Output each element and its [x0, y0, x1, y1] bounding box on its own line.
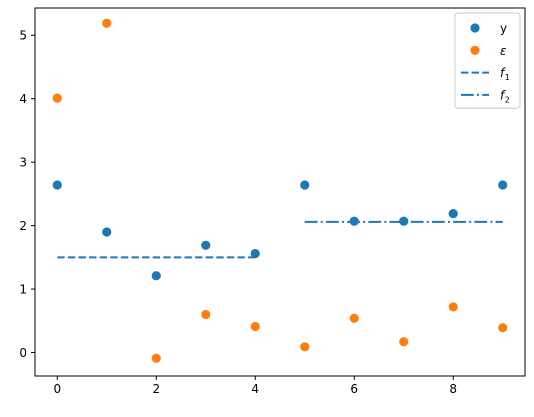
- legend-label-0: y: [500, 22, 507, 36]
- y-tick-label-2: 2: [19, 219, 27, 233]
- data-point-1-8: [448, 302, 458, 312]
- legend-box: [454, 12, 521, 109]
- data-point-1-3: [201, 309, 211, 320]
- legend-label-1: ε: [500, 44, 507, 58]
- x-tick-label-1: 2: [152, 382, 160, 396]
- y-tick-label-3: 3: [19, 155, 27, 169]
- data-point-1-7: [399, 337, 409, 347]
- data-point-0-3: [201, 240, 211, 250]
- axes-frame: [34, 7, 526, 377]
- data-point-0-0: [52, 180, 62, 190]
- x-tick-label-0: 0: [53, 382, 61, 396]
- data-point-0-4: [250, 248, 260, 259]
- y-tick-label-4: 4: [19, 92, 27, 106]
- data-point-0-6: [349, 216, 359, 226]
- data-point-1-2: [151, 353, 161, 363]
- legend-marker-0: [470, 23, 480, 33]
- data-point-0-8: [448, 208, 458, 219]
- data-point-1-0: [52, 93, 62, 103]
- data-point-1-9: [498, 323, 508, 333]
- data-point-0-5: [300, 180, 310, 190]
- x-tick-label-2: 4: [251, 382, 259, 396]
- data-point-0-7: [399, 216, 409, 226]
- data-point-0-2: [151, 271, 161, 281]
- data-point-1-1: [102, 18, 112, 28]
- series-layer: [52, 18, 508, 363]
- legend-label-2: f1: [500, 66, 510, 82]
- data-point-1-5: [300, 342, 310, 352]
- data-point-1-6: [349, 313, 359, 323]
- x-tick-label-3: 6: [350, 382, 358, 396]
- data-point-1-4: [250, 321, 260, 332]
- legend: yε f1 f2: [454, 12, 521, 109]
- x-tick-label-4: 8: [449, 382, 457, 396]
- legend-label-3: f2: [500, 88, 510, 104]
- data-point-0-9: [498, 180, 508, 190]
- data-point-0-1: [102, 227, 112, 237]
- y-tick-label-5: 5: [19, 29, 27, 43]
- legend-marker-1: [470, 45, 480, 55]
- axes-layer: 0 2 4 6 8 0 1 2 3 4 5: [19, 7, 526, 396]
- y-tick-label-0: 0: [19, 346, 27, 360]
- y-tick-label-1: 1: [19, 282, 27, 296]
